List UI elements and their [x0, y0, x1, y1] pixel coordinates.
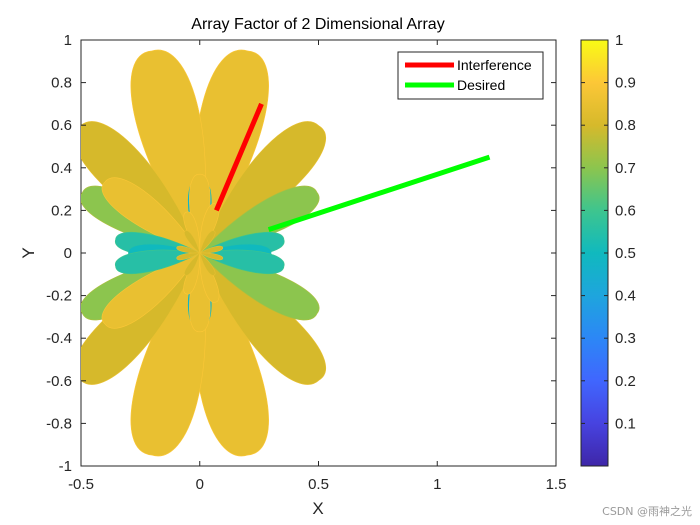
x-tick-label: 0: [196, 476, 204, 493]
y-tick-label: 0.6: [51, 117, 72, 134]
inner-lobe: [184, 230, 201, 254]
inner-lobe: [176, 245, 201, 254]
colorbar-tick-label: 0.8: [615, 117, 636, 134]
x-axis-ticks: -0.5 0 0.5 1 1.5: [68, 40, 566, 493]
colorbar: [580, 39, 609, 467]
inner-lobe: [198, 245, 223, 254]
y-axis-ticks: -1 -0.8 -0.6 -0.4 -0.2 0 0.2 0.4 0.6 0.8 1: [46, 32, 556, 475]
chart-title: Array Factor of 2 Dimensional Array: [191, 16, 444, 33]
y-tick-label: 0.4: [51, 160, 72, 177]
array-factor-pattern: [81, 49, 326, 457]
x-tick-label: 1: [433, 476, 441, 493]
colorbar-ticks: 0.1 0.2 0.3 0.4 0.5 0.6 0.7 0.8 0.9 1: [581, 32, 636, 432]
y-tick-label: 0: [64, 245, 72, 262]
y-tick-label: -0.6: [46, 373, 72, 390]
y-tick-label: -1: [59, 458, 72, 475]
legend: Interference Desired: [397, 51, 544, 100]
legend-label-desired: Desired: [457, 77, 505, 93]
x-tick-label: -0.5: [68, 476, 94, 493]
legend-label-interference: Interference: [457, 57, 532, 73]
legend-box: [397, 51, 544, 100]
x-tick-label: 1.5: [546, 476, 567, 493]
steering-lines: [214, 102, 491, 232]
series-line-desired: [267, 154, 491, 232]
y-tick-label: -0.2: [46, 288, 72, 305]
pattern-lobe: [101, 252, 201, 329]
y-axis-label: Y: [19, 247, 38, 258]
colorbar-tick-label: 0.4: [615, 288, 636, 305]
y-tick-label: 0.2: [51, 202, 72, 219]
pattern-lobe: [101, 177, 201, 254]
y-tick-label: -0.4: [46, 330, 72, 347]
y-tick-label: 0.8: [51, 75, 72, 92]
colorbar-tick-label: 0.5: [615, 245, 636, 262]
inner-lobe: [199, 230, 216, 254]
series-line-interference: [214, 102, 264, 212]
x-tick-label: 0.5: [308, 476, 329, 493]
colorbar-tick-label: 0.6: [615, 202, 636, 219]
colorbar-tick-label: 0.7: [615, 160, 636, 177]
watermark: CSDN @雨神之光: [602, 504, 692, 518]
y-tick-label: -0.8: [46, 415, 72, 432]
inner-lobe: [184, 252, 201, 276]
inner-lobe: [198, 252, 223, 261]
colorbar-tick-label: 1: [615, 32, 623, 49]
colorbar-tick-label: 0.1: [615, 415, 636, 432]
y-tick-label: 1: [64, 32, 72, 49]
colorbar-tick-label: 0.9: [615, 75, 636, 92]
colorbar-tick-label: 0.2: [615, 373, 636, 390]
pattern-lobe: [130, 252, 206, 457]
x-axis-label: X: [312, 499, 323, 518]
inner-lobe: [199, 252, 216, 276]
colorbar-tick-label: 0.3: [615, 330, 636, 347]
inner-lobe: [176, 252, 201, 261]
pattern-lobe: [130, 49, 206, 254]
